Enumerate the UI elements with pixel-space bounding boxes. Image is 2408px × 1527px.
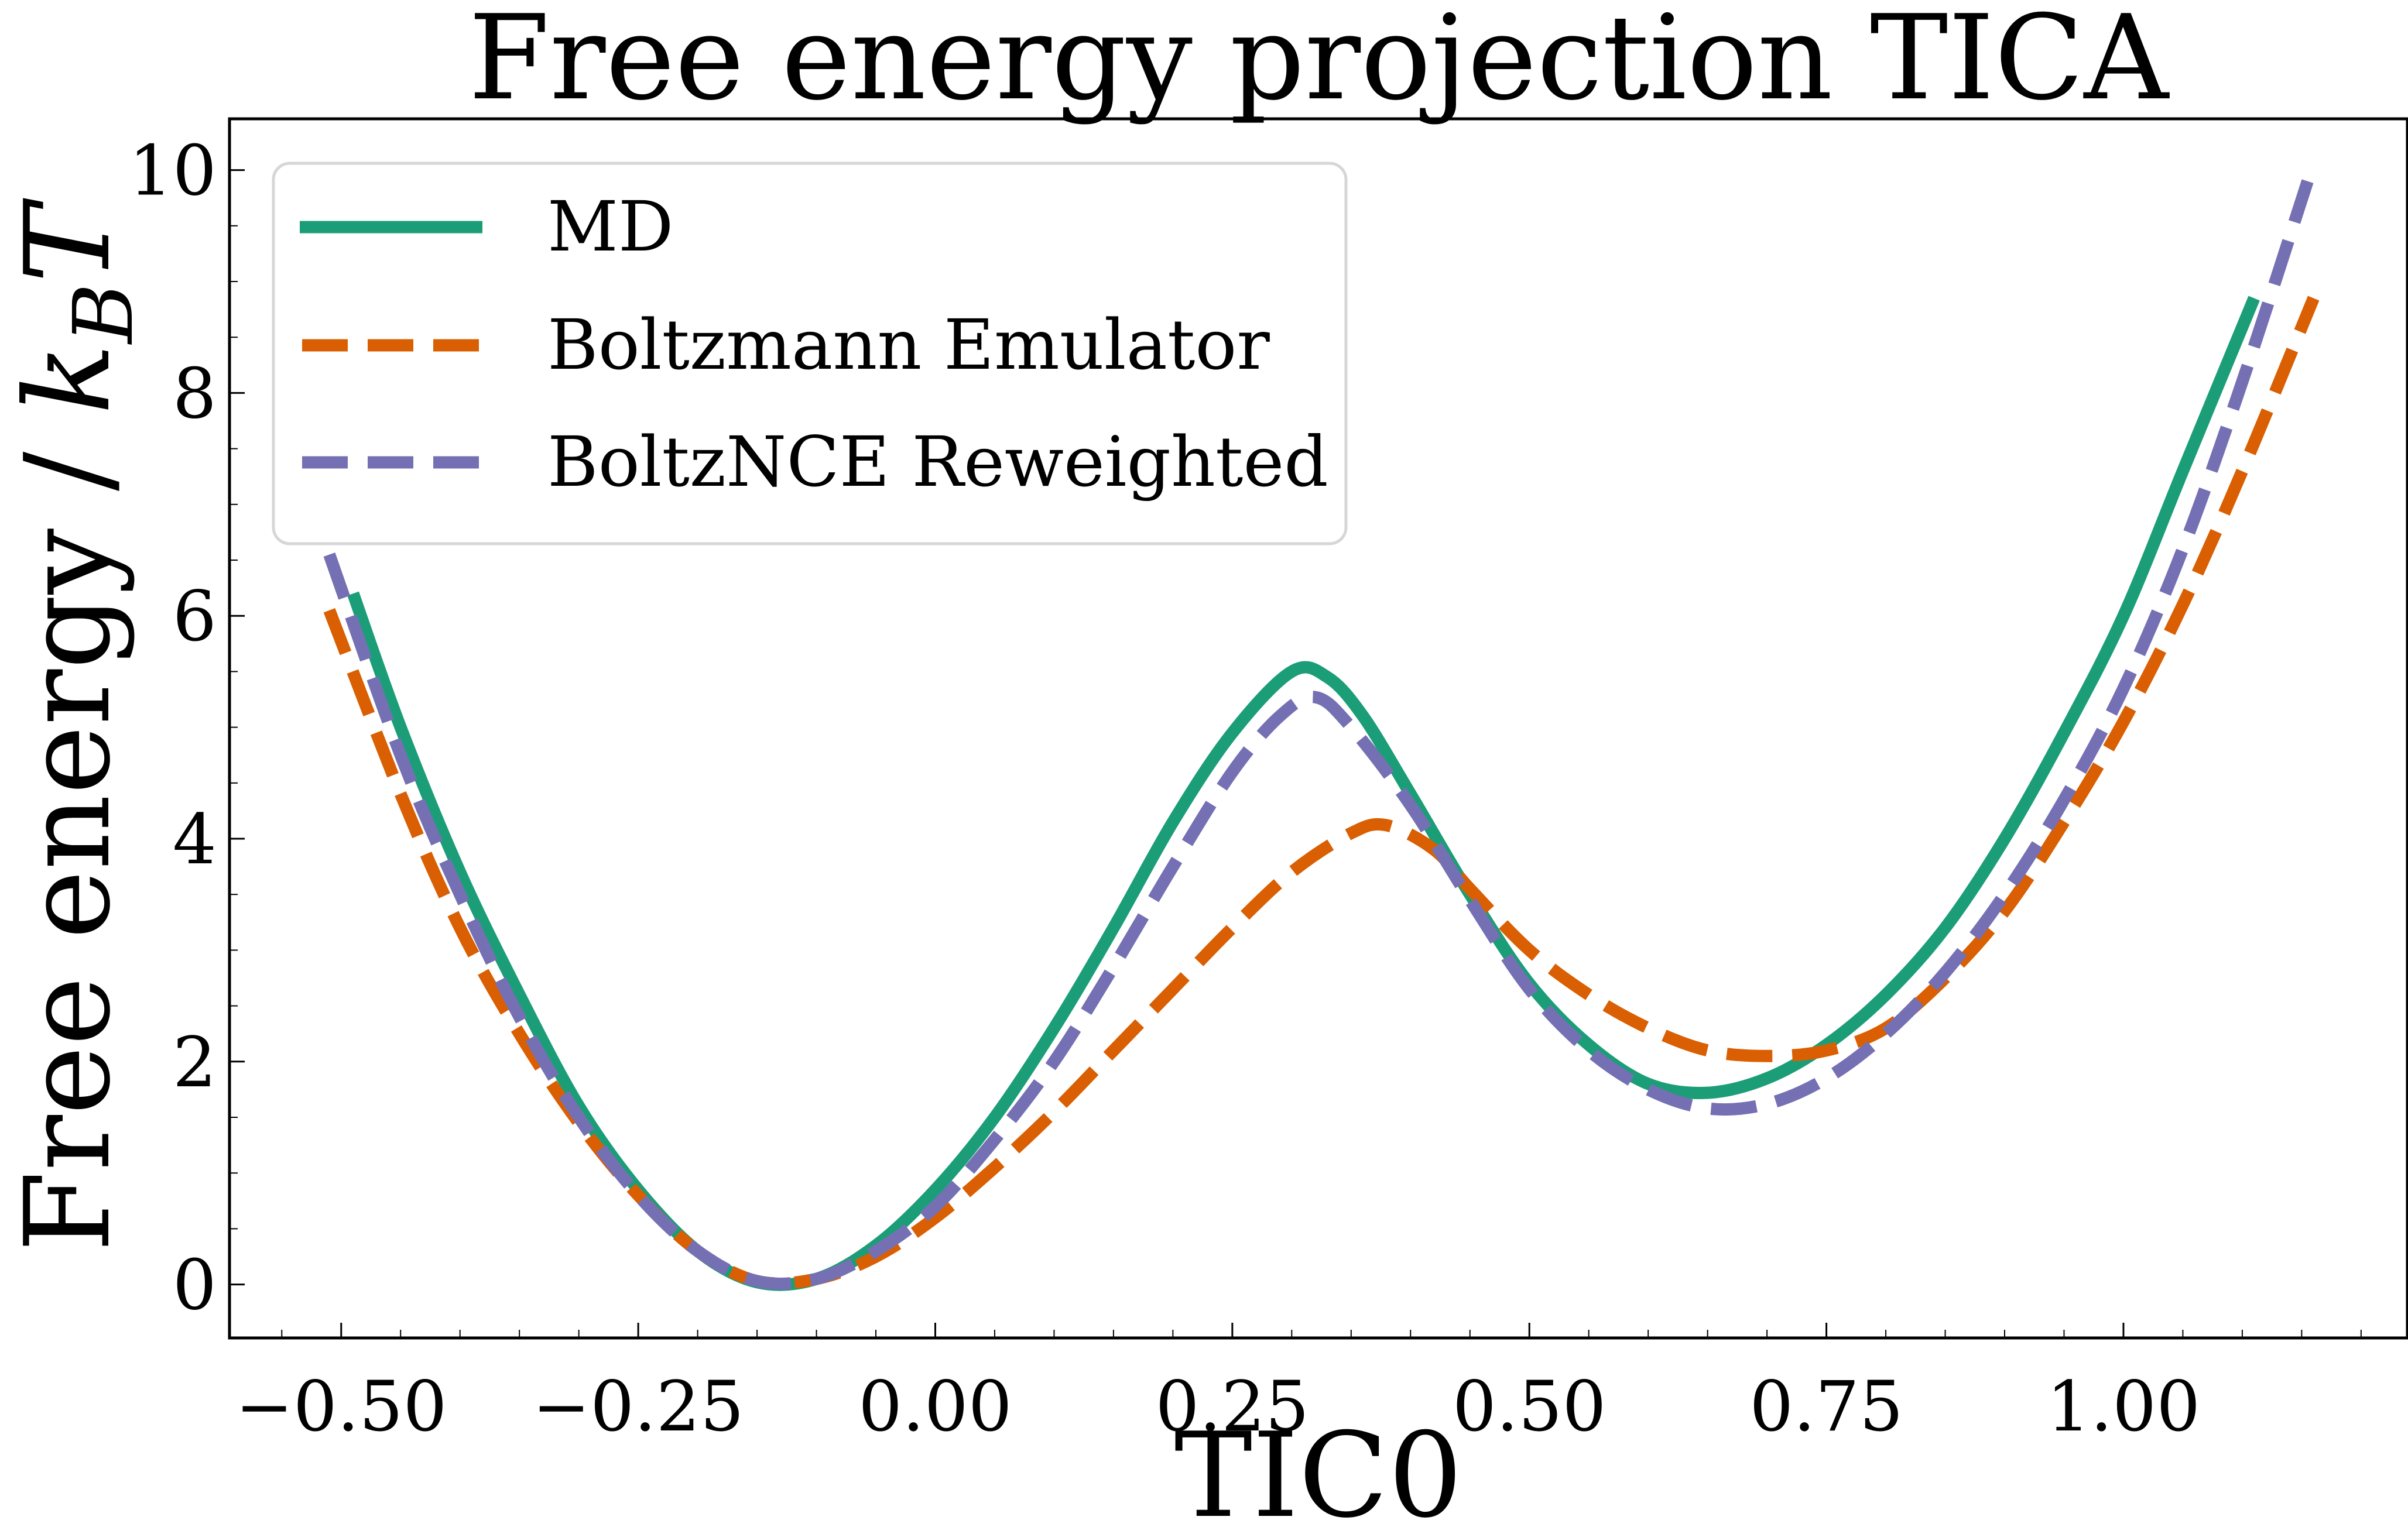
- y-tick-label: 2: [173, 1022, 217, 1103]
- legend: MD Boltzmann Emulator BoltzNCE Reweighted: [272, 162, 1348, 545]
- y-tick-label: 0: [173, 1245, 217, 1326]
- legend-label: MD: [547, 186, 673, 267]
- y-axis-ticks: 0 2 4 6 8 10: [129, 131, 245, 1326]
- series-line-boltznce-reweighted: [323, 179, 2314, 1290]
- x-axis-label: TIC0: [1174, 1408, 1463, 1527]
- series-line-boltzmann-emulator: [323, 296, 2320, 1290]
- x-tick-label: 0.75: [1749, 1366, 1903, 1447]
- chart-title: Free energy projection TICA: [468, 0, 2170, 126]
- y-tick-label: 8: [173, 353, 217, 434]
- x-tick-label: 0.50: [1453, 1366, 1607, 1447]
- series-layer: [323, 179, 2320, 1291]
- y-axis-label-subscript: B: [56, 283, 152, 345]
- x-axis-ticks: −0.50 −0.25 0.00 0.25 0.50 0.75 1.00: [235, 1323, 2362, 1447]
- y-axis-label: Free energy / kBT: [0, 198, 152, 1252]
- y-tick-label: 10: [129, 131, 217, 211]
- legend-items: MD Boltzmann Emulator BoltzNCE Reweighted: [300, 186, 1328, 502]
- plot-area: [228, 117, 2408, 1340]
- x-tick-label: 0.00: [858, 1366, 1012, 1447]
- x-tick-label: 1.00: [2047, 1366, 2201, 1447]
- legend-label: BoltzNCE Reweighted: [547, 421, 1328, 502]
- y-tick-label: 6: [173, 576, 217, 657]
- x-tick-label: −0.25: [532, 1366, 744, 1447]
- y-axis-label-k: k: [0, 344, 136, 414]
- y-axis-label-main: Free energy /: [0, 414, 136, 1252]
- x-tick-label: −0.50: [235, 1366, 447, 1447]
- axes-frame: [228, 117, 2408, 1340]
- y-axis-label-T: T: [0, 198, 136, 283]
- legend-label: Boltzmann Emulator: [547, 304, 1270, 385]
- legend-box: [272, 162, 1348, 545]
- x-tick-label: 0.25: [1155, 1366, 1309, 1447]
- y-tick-label: 4: [173, 799, 217, 880]
